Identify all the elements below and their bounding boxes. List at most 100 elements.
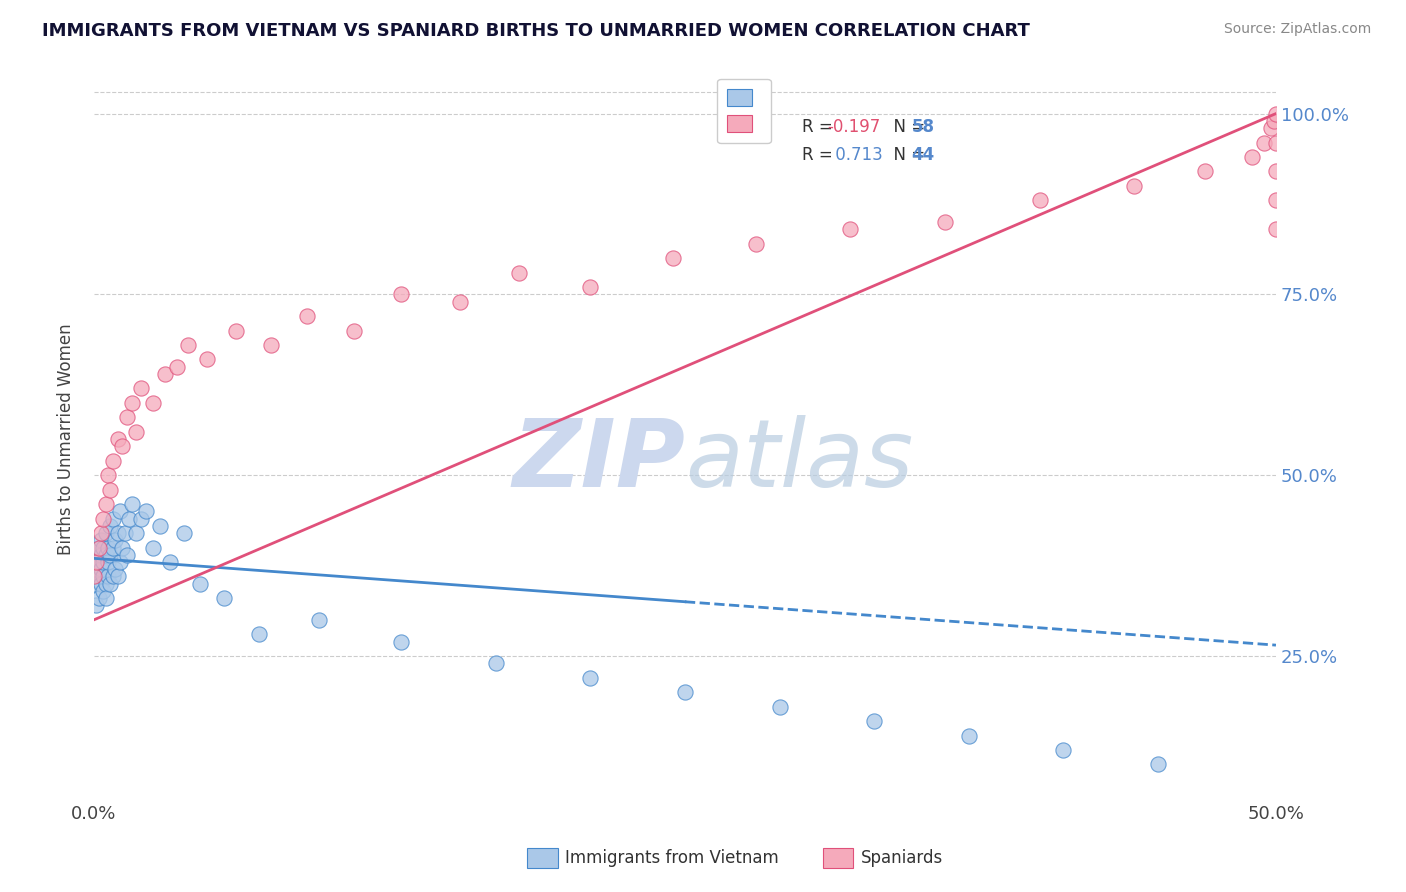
- Point: [94, 548, 117, 562]
- Point: [84, 555, 107, 569]
- Point: [135, 504, 157, 518]
- Point: [125, 425, 148, 439]
- Point: [673, 685, 696, 699]
- Point: [84, 555, 107, 569]
- Point: [90, 548, 112, 562]
- Point: [125, 526, 148, 541]
- Point: [1265, 222, 1288, 236]
- Point: [97, 569, 120, 583]
- Point: [295, 309, 318, 323]
- Text: N =: N =: [883, 118, 931, 136]
- Point: [260, 338, 283, 352]
- Point: [97, 555, 120, 569]
- Point: [121, 497, 143, 511]
- Text: 0.713: 0.713: [830, 146, 883, 164]
- Point: [173, 526, 195, 541]
- Point: [768, 699, 790, 714]
- Point: [389, 287, 412, 301]
- Text: R =: R =: [801, 118, 838, 136]
- Point: [249, 627, 271, 641]
- Point: [1123, 178, 1146, 193]
- Point: [84, 599, 107, 613]
- Point: [579, 280, 602, 294]
- Point: [212, 591, 235, 606]
- Point: [149, 518, 172, 533]
- Text: Spaniards: Spaniards: [860, 849, 942, 867]
- Point: [449, 294, 471, 309]
- Point: [485, 657, 508, 671]
- Text: R =: R =: [801, 146, 838, 164]
- Text: atlas: atlas: [685, 415, 912, 507]
- Point: [101, 454, 124, 468]
- Text: IMMIGRANTS FROM VIETNAM VS SPANIARD BIRTHS TO UNMARRIED WOMEN CORRELATION CHART: IMMIGRANTS FROM VIETNAM VS SPANIARD BIRT…: [42, 22, 1031, 40]
- Text: ZIP: ZIP: [512, 415, 685, 507]
- Point: [115, 548, 138, 562]
- Point: [93, 541, 115, 555]
- Point: [104, 562, 127, 576]
- Point: [1146, 757, 1168, 772]
- Point: [177, 338, 200, 352]
- Text: Source: ZipAtlas.com: Source: ZipAtlas.com: [1223, 22, 1371, 37]
- Point: [94, 591, 117, 606]
- Point: [863, 714, 886, 728]
- Point: [389, 634, 412, 648]
- Point: [508, 266, 530, 280]
- Point: [90, 533, 112, 548]
- Point: [100, 576, 122, 591]
- Point: [188, 576, 211, 591]
- Point: [87, 541, 110, 555]
- Point: [94, 576, 117, 591]
- Point: [97, 468, 120, 483]
- Point: [129, 381, 152, 395]
- Y-axis label: Births to Unmarried Women: Births to Unmarried Women: [58, 323, 75, 555]
- Point: [225, 324, 247, 338]
- Point: [94, 497, 117, 511]
- Point: [87, 541, 110, 555]
- Point: [957, 729, 980, 743]
- Text: -0.197: -0.197: [827, 118, 880, 136]
- Point: [93, 555, 115, 569]
- Text: 44: 44: [911, 146, 935, 164]
- Text: Immigrants from Vietnam: Immigrants from Vietnam: [565, 849, 779, 867]
- Point: [1253, 136, 1275, 150]
- Point: [579, 671, 602, 685]
- Point: [745, 236, 768, 251]
- Point: [839, 222, 862, 236]
- Point: [111, 541, 134, 555]
- Point: [108, 555, 131, 569]
- Point: [308, 613, 330, 627]
- Point: [83, 576, 105, 591]
- Point: [101, 569, 124, 583]
- Text: 58: 58: [911, 118, 935, 136]
- Point: [93, 569, 115, 583]
- Point: [934, 215, 956, 229]
- Point: [197, 352, 219, 367]
- Point: [111, 439, 134, 453]
- Point: [100, 483, 122, 497]
- Point: [87, 569, 110, 583]
- Point: [142, 541, 165, 555]
- Point: [1263, 113, 1285, 128]
- Point: [107, 526, 129, 541]
- Point: [159, 555, 181, 569]
- Point: [121, 396, 143, 410]
- Point: [94, 526, 117, 541]
- Point: [166, 359, 188, 374]
- Point: [1194, 164, 1216, 178]
- Point: [1028, 194, 1050, 208]
- Point: [104, 533, 127, 548]
- Point: [100, 518, 122, 533]
- Point: [107, 569, 129, 583]
- Point: [1265, 106, 1288, 120]
- Point: [101, 511, 124, 525]
- Legend: , : ,: [717, 78, 770, 144]
- Point: [1052, 743, 1074, 757]
- Point: [101, 541, 124, 555]
- Point: [93, 583, 115, 598]
- Point: [1260, 121, 1282, 136]
- Point: [153, 367, 176, 381]
- Point: [129, 511, 152, 525]
- Point: [343, 324, 366, 338]
- Point: [108, 504, 131, 518]
- Point: [118, 511, 141, 525]
